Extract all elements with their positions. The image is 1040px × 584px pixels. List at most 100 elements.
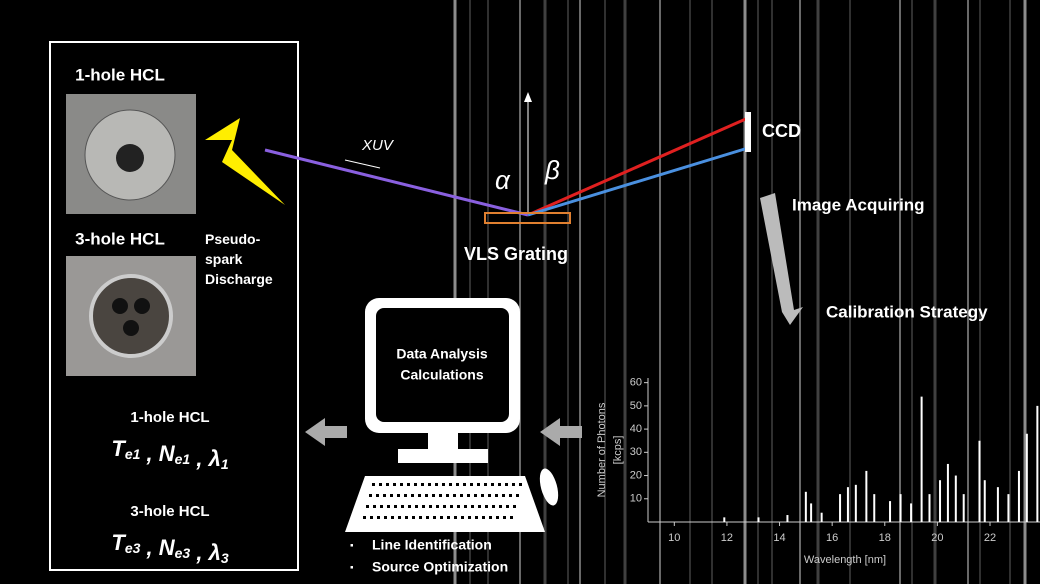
key [425, 494, 428, 497]
key [384, 516, 387, 519]
key [484, 483, 487, 486]
key [509, 494, 512, 497]
y-tick-label: 60 [630, 377, 642, 389]
screen-text-2: Calculations [400, 367, 483, 383]
alpha: α [495, 165, 511, 195]
x-axis-label: Wavelength [nm] [804, 554, 886, 566]
key [398, 516, 401, 519]
x-tick-label: 14 [773, 532, 785, 544]
y-tick-label: 50 [630, 400, 642, 412]
y-tick-label: 10 [630, 493, 642, 505]
key [516, 494, 519, 497]
key [492, 505, 495, 508]
key [454, 516, 457, 519]
key [496, 516, 499, 519]
key [440, 516, 443, 519]
figure: 1-hole HCL 3-hole HCL Pseudo-sparkDischa… [0, 0, 1040, 584]
calibrate-label: Calibration Strategy [826, 302, 988, 321]
bullet: ▪ [350, 541, 354, 552]
key [482, 516, 485, 519]
key [370, 516, 373, 519]
xuv-label: XUV [361, 137, 395, 154]
key [363, 516, 366, 519]
key [512, 483, 515, 486]
key [489, 516, 492, 519]
key [435, 483, 438, 486]
key [449, 483, 452, 486]
bullet-2: Source Optimization [372, 559, 508, 575]
result-label: 3-hole HCL [130, 503, 209, 520]
key [408, 505, 411, 508]
key [499, 505, 502, 508]
key [419, 516, 422, 519]
key [460, 494, 463, 497]
key [495, 494, 498, 497]
x-tick-label: 12 [721, 532, 733, 544]
key [405, 516, 408, 519]
key [519, 483, 522, 486]
key [404, 494, 407, 497]
key [383, 494, 386, 497]
y-tick-label: 30 [630, 446, 642, 458]
key [387, 505, 390, 508]
key [436, 505, 439, 508]
key [450, 505, 453, 508]
key [433, 516, 436, 519]
beta: β [544, 155, 560, 185]
key [393, 483, 396, 486]
key [372, 483, 375, 486]
key [506, 505, 509, 508]
key [442, 483, 445, 486]
key [478, 505, 481, 508]
key [471, 505, 474, 508]
key [464, 505, 467, 508]
x-tick-label: 18 [879, 532, 891, 544]
bullet: ▪ [350, 563, 354, 574]
key [422, 505, 425, 508]
ccd-label: CCD [762, 121, 801, 141]
hcl3-flange [91, 276, 171, 356]
key [491, 483, 494, 486]
key [432, 494, 435, 497]
key [412, 516, 415, 519]
key [470, 483, 473, 486]
key [463, 483, 466, 486]
x-tick-label: 22 [984, 532, 996, 544]
y-tick-label: 20 [630, 469, 642, 481]
grating-label: VLS Grating [464, 244, 568, 264]
screen-text-1: Data Analysis [396, 346, 488, 362]
result-label: 1-hole HCL [130, 409, 209, 426]
key [391, 516, 394, 519]
key [453, 494, 456, 497]
key [461, 516, 464, 519]
key [510, 516, 513, 519]
key [411, 494, 414, 497]
key [421, 483, 424, 486]
key [407, 483, 410, 486]
key [505, 483, 508, 486]
key [377, 516, 380, 519]
key [426, 516, 429, 519]
key [386, 483, 389, 486]
x-tick-label: 16 [826, 532, 838, 544]
key [468, 516, 471, 519]
key [447, 516, 450, 519]
key [414, 483, 417, 486]
y-tick-label: 40 [630, 423, 642, 435]
bullet-1: Line Identification [372, 537, 492, 553]
key [475, 516, 478, 519]
key [415, 505, 418, 508]
ccd [745, 112, 751, 152]
key [513, 505, 516, 508]
key [474, 494, 477, 497]
key [446, 494, 449, 497]
key [498, 483, 501, 486]
page: {"source_box":{"hcl1":"1-hole HCL","hcl3… [0, 0, 1040, 584]
key [376, 494, 379, 497]
key [429, 505, 432, 508]
key [397, 494, 400, 497]
key [443, 505, 446, 508]
key [467, 494, 470, 497]
key [401, 505, 404, 508]
key [428, 483, 431, 486]
